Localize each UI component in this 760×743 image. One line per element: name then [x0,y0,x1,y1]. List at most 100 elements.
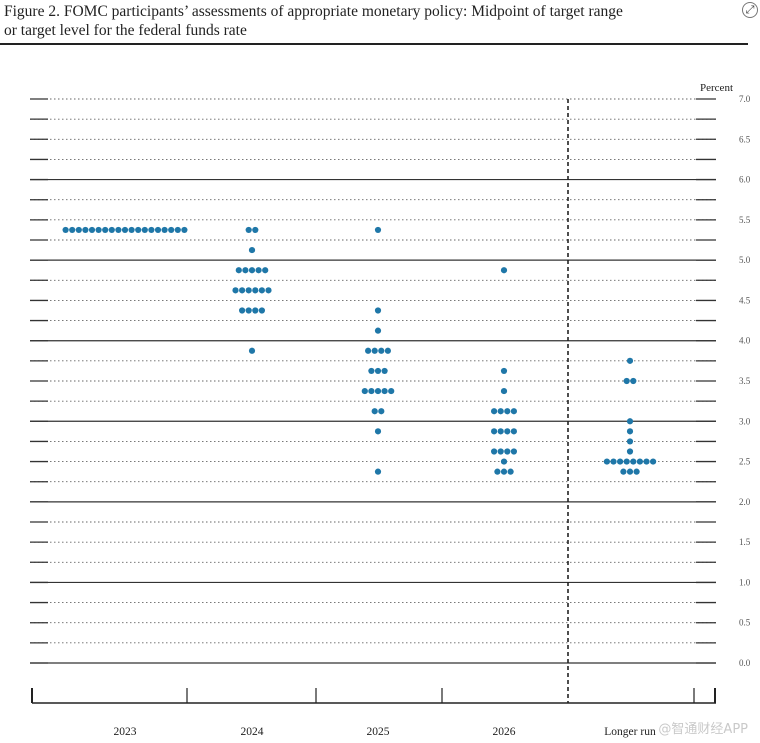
y-tick-label: 0.5 [739,618,751,628]
data-dot [108,226,115,234]
data-dot [174,226,181,234]
data-dot [88,226,96,234]
y-tick-label: 3.0 [739,416,751,426]
data-dot [374,428,382,435]
data-dot [102,226,109,234]
data-dot [510,428,517,435]
y-tick-label: 5.5 [739,215,751,225]
data-dot [374,327,382,334]
x-tick-label: 2025 [367,726,390,738]
data-dot [497,428,504,435]
y-tick-label: 2.5 [739,457,751,467]
data-dot [633,468,640,475]
x-tick-label: 2026 [493,726,516,738]
data-dot [626,418,634,425]
y-tick-label: 1.0 [739,577,751,587]
data-dot [374,468,382,475]
data-dot [141,226,148,234]
data-dot [626,448,634,455]
data-dot [374,307,382,314]
data-dot [252,307,259,314]
data-dot [154,226,162,234]
data-dot [384,347,391,354]
data-dot [630,377,637,385]
data-dot [248,347,256,354]
data-dot [115,226,122,234]
expand-icon[interactable]: ⤢ [742,2,758,18]
data-dot [504,428,511,435]
y-tick-label: 4.0 [739,336,751,346]
data-dot [617,458,624,465]
y-tick-label: 1.5 [739,537,751,547]
data-dot [494,468,501,475]
data-dot [368,367,375,375]
data-dot [69,226,76,234]
data-dot [361,387,368,395]
data-dot [491,408,498,415]
data-dot [239,307,246,314]
data-dot [504,408,511,415]
data-dot [242,267,249,274]
data-dot [371,408,378,415]
data-dot [491,428,498,435]
data-dot [378,408,385,415]
data-dot [265,287,272,294]
data-dot [603,458,611,465]
data-dot [245,307,252,314]
data-dot [374,367,382,375]
data-dot [626,428,634,435]
data-dot [128,226,135,234]
data-dot [510,408,517,415]
data-dot [623,377,630,385]
data-dot [181,226,188,234]
data-dot [248,246,256,254]
data-dot [643,458,650,465]
data-dot [388,387,395,395]
data-dot [630,458,637,465]
data-dot [232,287,239,294]
data-dot [168,226,175,234]
data-dot [378,347,385,354]
data-dot [500,387,508,395]
y-tick-label: 5.0 [739,255,751,265]
data-dot [148,226,155,234]
data-dot [626,438,634,445]
data-dot [610,458,617,465]
y-tick-label: 6.5 [739,134,751,144]
data-dot [504,448,511,455]
data-dot [82,226,89,234]
data-dot [500,468,508,475]
data-dot [491,448,498,455]
data-dot [245,226,252,234]
y-tick-label: 4.5 [739,295,751,305]
data-dot [374,387,382,395]
data-dot [381,387,388,395]
data-dot [121,226,129,234]
data-dot [62,226,69,234]
data-dot [235,267,242,274]
data-dot [374,226,382,234]
data-dot [252,287,259,294]
data-dot [262,267,269,274]
data-dot [239,287,246,294]
y-tick-label: 7.0 [739,94,751,104]
data-dot [95,226,102,234]
figure-title-line-1: Figure 2. FOMC participants’ assessments… [4,3,623,20]
data-dot [636,458,644,465]
x-tick-label: Longer run [604,726,656,738]
data-dot [500,267,508,274]
data-dot [500,367,508,375]
data-dot [497,408,504,415]
data-dot [623,458,630,465]
data-dot [75,226,82,234]
x-tick-label: 2024 [241,726,264,738]
data-dot [255,267,262,274]
data-dot [248,267,256,274]
data-dot [252,226,259,234]
y-tick-label: 2.0 [739,497,751,507]
data-dot [371,347,378,354]
data-dot [500,458,508,465]
data-dot [626,357,634,364]
data-dot [258,287,265,294]
